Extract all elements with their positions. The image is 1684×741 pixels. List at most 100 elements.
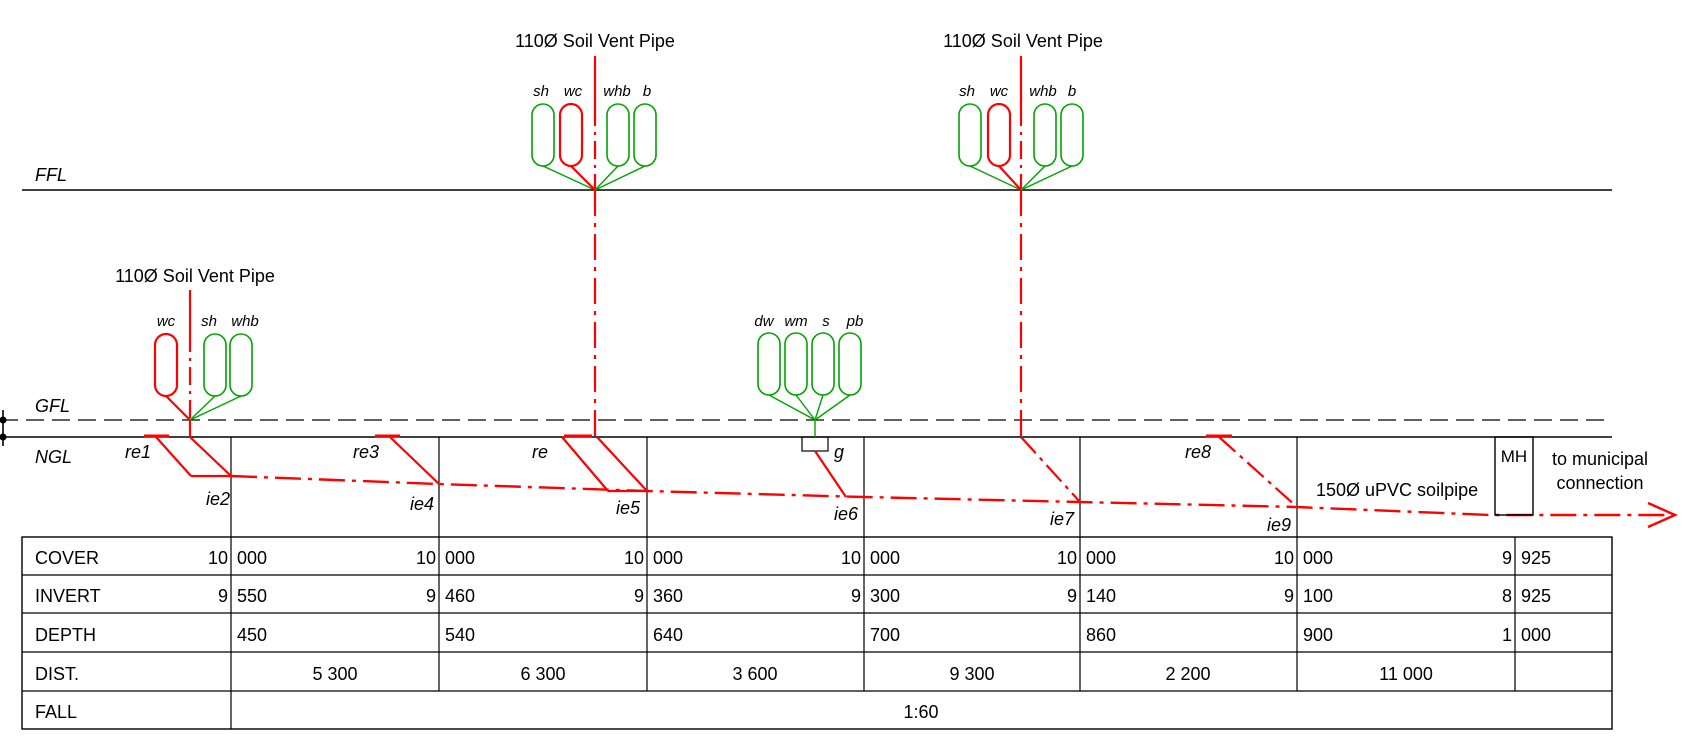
branch-pipe bbox=[561, 436, 609, 492]
fixture-label: sh bbox=[201, 313, 217, 330]
ie4-label: ie4 bbox=[410, 494, 434, 514]
fixture-branch bbox=[594, 165, 619, 191]
invert-value-right: 460 bbox=[445, 586, 475, 606]
ie7-label: ie7 bbox=[1050, 509, 1075, 529]
fixture-branch bbox=[814, 394, 824, 421]
fixture-branch bbox=[814, 394, 851, 421]
cover-value-right: 000 bbox=[1086, 548, 1116, 568]
wc-fixture bbox=[558, 102, 584, 168]
dist-value: 2 200 bbox=[1165, 664, 1210, 684]
gfl-label: GFL bbox=[35, 396, 70, 416]
levels-table bbox=[21, 437, 1613, 730]
gfl-marker-dot bbox=[0, 416, 7, 424]
fixture-label: wc bbox=[990, 83, 1009, 100]
fixture-label: wm bbox=[784, 313, 807, 330]
invert-value-right: 550 bbox=[237, 586, 267, 606]
gully bbox=[801, 436, 829, 452]
dist-value: 6 300 bbox=[520, 664, 565, 684]
whb-fixture bbox=[606, 103, 630, 167]
table-frame bbox=[21, 536, 1613, 730]
cover-value-right: 000 bbox=[445, 548, 475, 568]
fixture-label: sh bbox=[959, 83, 975, 100]
fixture-branch bbox=[1020, 165, 1073, 191]
cover-value-left: 10 bbox=[841, 548, 861, 568]
ie9-label: ie9 bbox=[1267, 515, 1291, 535]
sh-fixture bbox=[203, 333, 227, 397]
sh-fixture bbox=[531, 103, 555, 167]
invert-value-right: 100 bbox=[1303, 586, 1333, 606]
sh-fixture bbox=[958, 103, 982, 167]
fixture-label: s bbox=[822, 313, 830, 330]
invert-value-right: 300 bbox=[870, 586, 900, 606]
fixture-label: dw bbox=[754, 313, 774, 330]
cover-value-right: 000 bbox=[870, 548, 900, 568]
cover-value-left: 9 bbox=[1502, 548, 1512, 568]
g-label: g bbox=[834, 442, 844, 462]
fixture-branch bbox=[542, 165, 596, 191]
svp-label: 110Ø Soil Vent Pipe bbox=[943, 31, 1103, 51]
dist-value: 11 000 bbox=[1379, 664, 1433, 684]
invert-value-right: 140 bbox=[1086, 586, 1116, 606]
fixture-label: whb bbox=[603, 83, 631, 100]
fixture-label: wc bbox=[157, 313, 176, 330]
fixture-branch bbox=[998, 165, 1022, 191]
pipe-label: 150Ø uPVC soilpipe bbox=[1316, 480, 1478, 500]
whb-fixture bbox=[229, 333, 253, 397]
ngl-marker-dot bbox=[0, 433, 7, 441]
invert-value-right: 925 bbox=[1521, 586, 1551, 606]
invert-value-left: 9 bbox=[426, 586, 436, 606]
row-label-fall: FALL bbox=[35, 702, 77, 722]
outlet-arrow bbox=[1647, 501, 1678, 529]
cover-value-right: 925 bbox=[1521, 548, 1551, 568]
row-label-cover: COVER bbox=[35, 548, 99, 568]
branch-pipe bbox=[189, 436, 232, 477]
row-label-dist: DIST. bbox=[35, 664, 79, 684]
branch-pipe bbox=[1218, 436, 1298, 508]
row-label-invert: INVERT bbox=[35, 586, 101, 606]
row-label-depth: DEPTH bbox=[35, 625, 96, 645]
fixture-label: whb bbox=[231, 313, 259, 330]
ie6-label: ie6 bbox=[834, 504, 859, 524]
fixture-branch bbox=[189, 395, 242, 421]
fixture-label: b bbox=[643, 83, 651, 100]
s-fixture bbox=[811, 332, 835, 396]
ffl-label: FFL bbox=[35, 165, 67, 185]
manhole bbox=[1494, 436, 1534, 516]
depth-value-right: 000 bbox=[1521, 625, 1551, 645]
invert-value-left: 8 bbox=[1502, 586, 1512, 606]
dist-value: 5 300 bbox=[312, 664, 357, 684]
b-fixture bbox=[633, 103, 657, 167]
ie2-label: ie2 bbox=[206, 489, 230, 509]
depth-value-right: 540 bbox=[445, 625, 475, 645]
cover-value-right: 000 bbox=[1303, 548, 1333, 568]
cover-value-left: 10 bbox=[416, 548, 436, 568]
depth-value-right: 450 bbox=[237, 625, 267, 645]
invert-value-left: 9 bbox=[218, 586, 228, 606]
re8-label: re8 bbox=[1185, 442, 1211, 462]
depth-value-right: 900 bbox=[1303, 625, 1333, 645]
dist-value: 9 300 bbox=[949, 664, 994, 684]
depth-value-right: 700 bbox=[870, 625, 900, 645]
fixture-branch bbox=[1020, 165, 1046, 191]
fixture-label: b bbox=[1068, 83, 1076, 100]
depth-value-left: 1 bbox=[1502, 625, 1512, 645]
cover-value-left: 10 bbox=[208, 548, 228, 568]
wc-fixture bbox=[153, 332, 179, 398]
re3-label: re3 bbox=[353, 442, 379, 462]
pb-fixture bbox=[838, 332, 862, 396]
svp-label: 110Ø Soil Vent Pipe bbox=[115, 266, 275, 286]
cover-value-left: 10 bbox=[1274, 548, 1294, 568]
branch-pipe bbox=[389, 436, 440, 485]
outlet-label-line1: to municipal bbox=[1552, 449, 1648, 469]
fixture-label: pb bbox=[846, 313, 864, 330]
fixture-branch bbox=[165, 395, 191, 421]
fixture-label: whb bbox=[1029, 83, 1057, 100]
b-fixture bbox=[1060, 103, 1084, 167]
invert-value-left: 9 bbox=[1284, 586, 1294, 606]
branch-pipe bbox=[814, 450, 847, 498]
svp-label: 110Ø Soil Vent Pipe bbox=[515, 31, 675, 51]
fixture-branch bbox=[189, 395, 216, 421]
depth-value-right: 860 bbox=[1086, 625, 1116, 645]
cover-value-left: 10 bbox=[624, 548, 644, 568]
